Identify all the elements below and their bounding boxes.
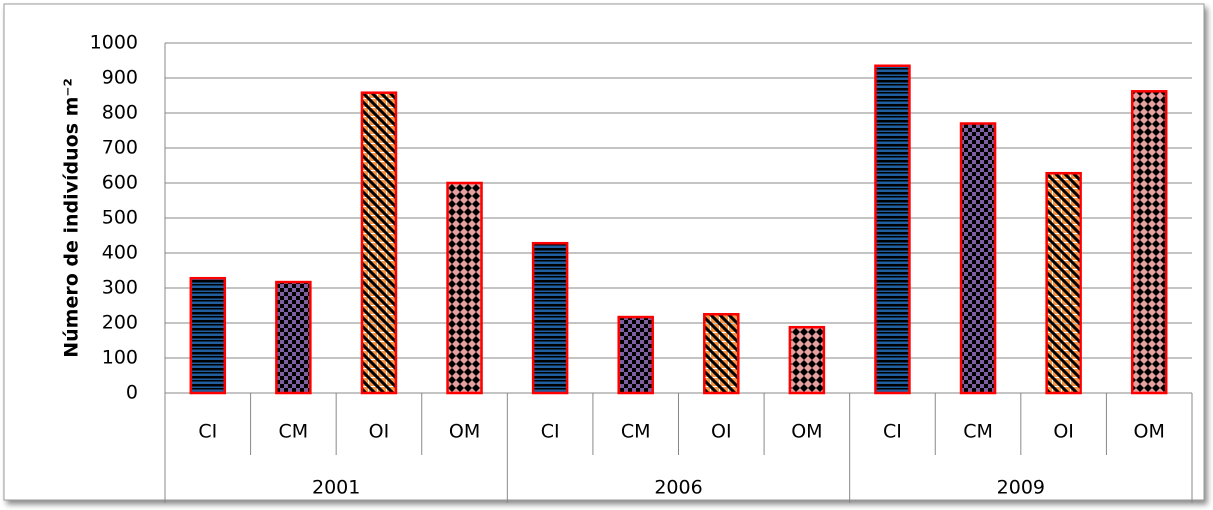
x-tick-label: OI bbox=[711, 421, 732, 443]
y-tick-label: 100 bbox=[102, 347, 138, 369]
x-tick-label: CM bbox=[621, 421, 651, 443]
y-tick-label: 900 bbox=[102, 67, 138, 89]
y-tick-label: 200 bbox=[102, 312, 138, 334]
x-tick-label: CM bbox=[279, 421, 309, 443]
bar bbox=[874, 64, 911, 395]
y-axis-label: Número de indivíduos m⁻² bbox=[61, 78, 83, 358]
frame bbox=[3, 3, 1205, 501]
bar bbox=[703, 313, 740, 395]
bar bbox=[275, 280, 312, 395]
x-tick-label: OM bbox=[1134, 421, 1165, 443]
bar bbox=[1130, 90, 1168, 395]
bar bbox=[617, 315, 654, 395]
x-tick-label: OM bbox=[449, 421, 480, 443]
x-tick-label: OI bbox=[369, 421, 390, 443]
y-tick-label: 800 bbox=[102, 102, 138, 124]
y-tick-label: 1000 bbox=[90, 32, 138, 54]
bar bbox=[1045, 171, 1082, 395]
bar bbox=[531, 241, 569, 395]
group-label: 2006 bbox=[654, 477, 702, 499]
x-tick-label: OI bbox=[1053, 421, 1074, 443]
y-tick-label: 600 bbox=[102, 172, 138, 194]
bar bbox=[360, 91, 398, 395]
group-label: 2001 bbox=[312, 477, 360, 499]
bar bbox=[446, 181, 483, 395]
y-tick-label: 500 bbox=[102, 207, 138, 229]
x-tick-label: CI bbox=[541, 421, 560, 443]
x-tick-label: OM bbox=[791, 421, 822, 443]
bar bbox=[189, 276, 227, 395]
y-tick-label: 400 bbox=[102, 242, 138, 264]
x-tick-label: CI bbox=[883, 421, 902, 443]
x-tick-label: CM bbox=[963, 421, 993, 443]
y-tick-label: 700 bbox=[102, 137, 138, 159]
y-tick-label: 0 bbox=[126, 382, 138, 404]
group-label: 2009 bbox=[997, 477, 1045, 499]
y-tick-label: 300 bbox=[102, 277, 138, 299]
x-tick-label: CI bbox=[198, 421, 217, 443]
bar bbox=[788, 325, 826, 395]
bar bbox=[959, 122, 997, 395]
